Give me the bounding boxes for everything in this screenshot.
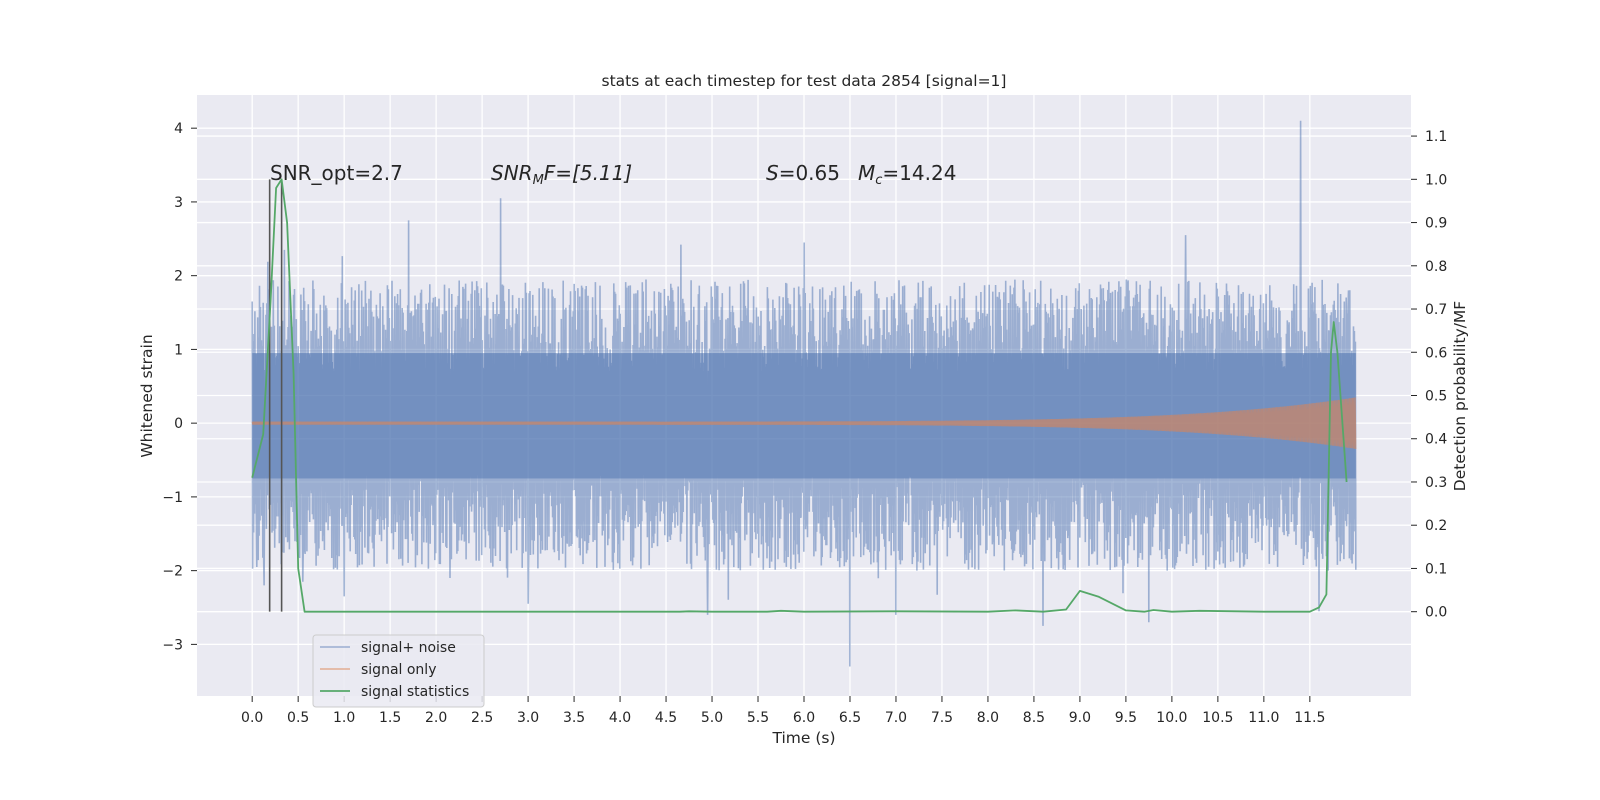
stats-line: [251, 178, 1348, 613]
y-right-tick-label: 0.4: [1425, 432, 1447, 448]
y-left-tick-label: −3: [162, 637, 183, 653]
x-tick-label: 7.0: [885, 710, 907, 726]
annotation-s: S=0.65: [766, 161, 840, 185]
signal-line: [251, 397, 1357, 450]
annotation-snr-mf-sub: M: [533, 173, 544, 188]
y-axis-label-right: Detection probability/MF: [1451, 301, 1469, 492]
annotation-mc-value: =14.24: [882, 161, 956, 185]
y-left-tick-label: −1: [162, 490, 183, 506]
x-tick-label: 0.0: [241, 710, 263, 726]
x-tick-label: 2.0: [425, 710, 447, 726]
x-tick-label: 5.0: [701, 710, 723, 726]
x-tick-label: 2.5: [471, 710, 493, 726]
y-left-tick-label: −2: [162, 564, 183, 580]
x-axis-ticks: 0.0 0.5 1.0 1.5 2.0 2.5 3.0 3.5 4.0 4.5 5.0 5.5 6.0 6…: [241, 696, 1325, 726]
x-tick-label: 9.0: [1069, 710, 1091, 726]
x-tick-label: 7.5: [931, 710, 953, 726]
y-right-tick-label: 1.0: [1425, 172, 1447, 188]
signal-series: [251, 397, 1357, 450]
y-left-tick-label: 2: [174, 269, 183, 285]
y-right-tick-label: 0.6: [1425, 345, 1447, 361]
y-right-tick-label: 1.1: [1425, 129, 1447, 145]
x-tick-label: 6.0: [793, 710, 815, 726]
legend-label-stats: signal statistics: [361, 684, 469, 700]
legend-label-noise: signal+ noise: [361, 640, 456, 656]
y-right-tick-label: 0.0: [1425, 605, 1447, 621]
x-tick-label: 3.0: [517, 710, 539, 726]
annotation-snr-mf-rest: F=[5.11]: [544, 161, 632, 185]
y-left-tick-label: 3: [174, 195, 183, 211]
legend: signal+ noise signal only signal statist…: [312, 634, 485, 708]
annotation-snr-mf: SNRMF=[5.11]: [491, 161, 632, 188]
y-axis-right-ticks: 0.0 0.1 0.2 0.3 0.4 0.5 0.6 0.7 0.8 0.9 1.0 1.1: [1411, 129, 1447, 621]
x-tick-label: 1.5: [379, 710, 401, 726]
y-left-tick-label: 0: [174, 416, 183, 432]
x-tick-label: 1.0: [333, 710, 355, 726]
x-tick-label: 4.5: [655, 710, 677, 726]
annotation-mc-sub: c: [875, 173, 882, 188]
x-axis-label: Time (s): [771, 729, 835, 747]
y-right-tick-label: 0.3: [1425, 475, 1447, 491]
stats-series: [251, 178, 1348, 613]
legend-label-signal: signal only: [361, 662, 436, 678]
chart-title: stats at each timestep for test data 285…: [602, 72, 1007, 90]
y-right-tick-label: 0.8: [1425, 259, 1447, 275]
x-tick-label: 6.5: [839, 710, 861, 726]
y-left-tick-label: 4: [174, 121, 183, 137]
y-right-tick-label: 0.7: [1425, 302, 1447, 318]
x-tick-label: 10.0: [1156, 710, 1187, 726]
y-right-tick-label: 0.1: [1425, 561, 1447, 577]
x-tick-label: 8.5: [1023, 710, 1045, 726]
annotation-s-label: S: [766, 161, 779, 185]
legend-box: [312, 634, 485, 708]
x-tick-label: 11.5: [1294, 710, 1325, 726]
x-tick-label: 5.5: [747, 710, 769, 726]
annotation-s-value: =0.65: [779, 161, 840, 185]
annotation-snr-mf-main: SNR: [491, 161, 533, 185]
x-tick-label: 0.5: [287, 710, 309, 726]
annotation-snr-opt: SNR_opt=2.7: [270, 161, 403, 185]
annotation-mc-label: M: [858, 161, 875, 185]
x-tick-label: 8.0: [977, 710, 999, 726]
x-tick-label: 11.0: [1248, 710, 1279, 726]
y-left-tick-label: 1: [174, 342, 183, 358]
x-tick-label: 3.5: [563, 710, 585, 726]
y-axis-left-ticks: −3 −2 −1 0 1 2 3 4: [162, 121, 197, 653]
vertical-markers: [268, 179, 283, 612]
y-right-tick-label: 0.9: [1425, 216, 1447, 232]
y-right-tick-label: 0.2: [1425, 518, 1447, 534]
x-tick-label: 4.0: [609, 710, 631, 726]
noise-line: [251, 120, 1357, 667]
y-right-tick-label: 0.5: [1425, 389, 1447, 405]
x-tick-label: 10.5: [1202, 710, 1233, 726]
x-tick-label: 9.5: [1115, 710, 1137, 726]
annotation-mc: Mc=14.24: [858, 161, 956, 188]
y-axis-label-left: Whitened strain: [138, 334, 156, 457]
